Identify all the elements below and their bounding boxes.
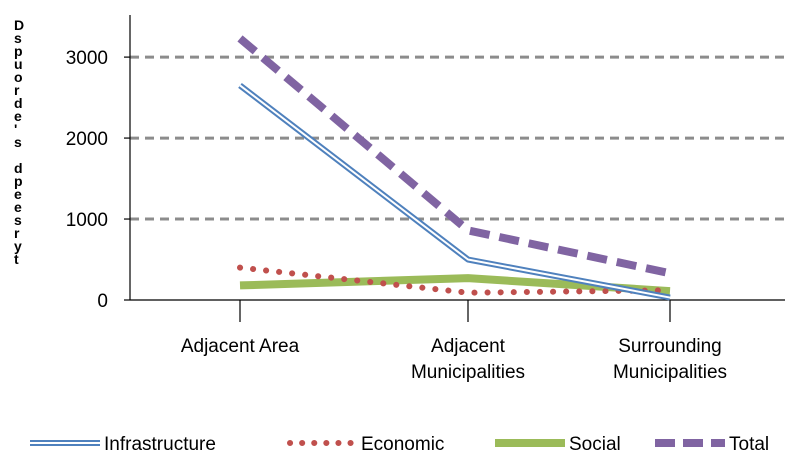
- series-infrastructure: [238, 83, 671, 301]
- gridlines: [130, 55, 785, 221]
- series-line: [237, 264, 673, 296]
- x-category-labels: Adjacent Area Adjacent Municipalities Surro…: [181, 336, 727, 383]
- series-total: [237, 35, 671, 278]
- x-category-label: Surrounding Municipalities: [613, 336, 727, 383]
- legend-label: Infrastructure: [104, 434, 216, 454]
- legend-item-social: Social: [495, 434, 621, 454]
- legend-label: Social: [569, 434, 621, 454]
- y-tick-label: 2000: [66, 129, 108, 150]
- legend-item-infrastructure: Infrastructure: [30, 434, 216, 454]
- series-economic: [237, 264, 673, 296]
- y-tick-labels: 0 1000 2000 3000: [66, 48, 108, 312]
- x-category-label: Adjacent Municipalities: [411, 336, 525, 383]
- x-category-label: Adjacent Area: [181, 336, 300, 357]
- y-tick-label: 3000: [66, 48, 108, 69]
- y-tick-label: 0: [97, 291, 108, 312]
- legend: Infrastructure Economic Social Total: [30, 434, 769, 454]
- legend-label: Economic: [361, 434, 444, 454]
- legend-item-economic: Economic: [287, 434, 444, 454]
- series-line-inner: [239, 84, 671, 299]
- legend-item-total: Total: [655, 434, 769, 454]
- y-tick-label: 1000: [66, 210, 108, 231]
- series-line: [237, 35, 671, 278]
- axes: [124, 15, 785, 322]
- series-lines: [237, 35, 673, 301]
- legend-label: Total: [729, 434, 769, 454]
- series-line: [238, 83, 671, 301]
